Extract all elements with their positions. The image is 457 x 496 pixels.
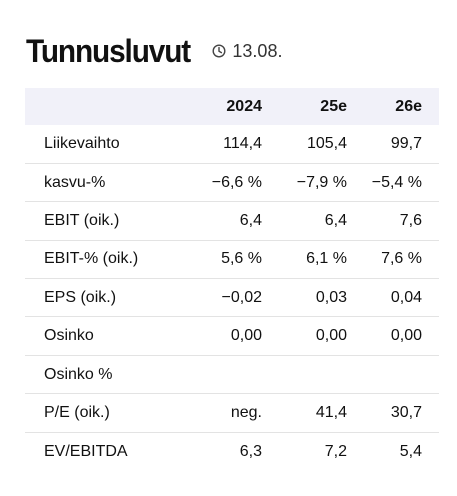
row-label: EBIT (oik.) bbox=[44, 211, 120, 229]
update-date: 13.08. bbox=[212, 41, 282, 62]
column-header-26e: 26e bbox=[395, 97, 422, 115]
cell-value: −6,6 % bbox=[211, 173, 262, 191]
table-row: Osinko 0,00 0,00 0,00 bbox=[25, 317, 439, 356]
cell-value bbox=[185, 355, 279, 393]
column-header-25e: 25e bbox=[320, 97, 347, 115]
table-row: Liikevaihto 114,4 105,4 99,7 bbox=[25, 125, 439, 164]
cell-value: 5,6 % bbox=[221, 250, 262, 268]
cell-value: 5,4 bbox=[399, 442, 422, 460]
cell-value: 6,3 bbox=[239, 442, 262, 460]
cell-value: 7,6 % bbox=[381, 250, 422, 268]
cell-value: 7,6 bbox=[399, 211, 422, 229]
table-row: P/E (oik.) neg. 41,4 30,7 bbox=[25, 394, 439, 433]
cell-value: 6,4 bbox=[239, 211, 262, 229]
table-row: EBIT-% (oik.) 5,6 % 6,1 % 7,6 % bbox=[25, 240, 439, 279]
cell-value bbox=[279, 355, 364, 393]
key-figures-table: 2024 25e 26e Liikevaihto 114,4 105,4 99,… bbox=[25, 88, 439, 471]
table-row: EBIT (oik.) 6,4 6,4 7,6 bbox=[25, 202, 439, 241]
column-header bbox=[25, 88, 185, 125]
row-label: EV/EBITDA bbox=[44, 442, 128, 460]
cell-value: 105,4 bbox=[306, 134, 347, 152]
cell-value: 0,04 bbox=[390, 288, 422, 306]
table-row: EV/EBITDA 6,3 7,2 5,4 bbox=[25, 432, 439, 470]
widget-header: Tunnusluvut 13.08. bbox=[26, 30, 282, 72]
cell-value: 0,00 bbox=[315, 327, 347, 345]
row-label: kasvu-% bbox=[44, 173, 106, 191]
cell-value: 30,7 bbox=[390, 403, 422, 421]
row-label: P/E (oik.) bbox=[44, 403, 110, 421]
date-text: 13.08. bbox=[232, 40, 283, 61]
widget-title: Tunnusluvut bbox=[26, 32, 191, 69]
table-header-row: 2024 25e 26e bbox=[25, 88, 439, 125]
cell-value: 0,00 bbox=[230, 327, 262, 345]
cell-value: 0,00 bbox=[390, 327, 422, 345]
cell-value: 7,2 bbox=[324, 442, 347, 460]
row-label: Liikevaihto bbox=[44, 134, 120, 152]
row-label: Osinko % bbox=[44, 365, 113, 383]
cell-value: 41,4 bbox=[315, 403, 347, 421]
table-row: kasvu-% −6,6 % −7,9 % −5,4 % bbox=[25, 163, 439, 202]
row-label: Osinko bbox=[44, 327, 94, 345]
cell-value: 0,03 bbox=[315, 288, 347, 306]
cell-value: neg. bbox=[230, 403, 262, 421]
row-label: EPS (oik.) bbox=[44, 288, 117, 306]
cell-value: 114,4 bbox=[223, 134, 262, 152]
cell-value: −7,9 % bbox=[296, 173, 347, 191]
cell-value: −5,4 % bbox=[371, 173, 422, 191]
cell-value bbox=[364, 355, 439, 393]
clock-icon bbox=[212, 44, 226, 58]
cell-value: 6,1 % bbox=[306, 250, 347, 268]
table-row: Osinko % bbox=[25, 355, 439, 394]
column-header-2024: 2024 bbox=[226, 97, 262, 115]
row-label: EBIT-% (oik.) bbox=[44, 250, 139, 268]
table-row: EPS (oik.) −0,02 0,03 0,04 bbox=[25, 279, 439, 317]
cell-value: 99,7 bbox=[390, 134, 422, 152]
cell-value: −0,02 bbox=[221, 288, 262, 306]
cell-value: 6,4 bbox=[324, 211, 347, 229]
